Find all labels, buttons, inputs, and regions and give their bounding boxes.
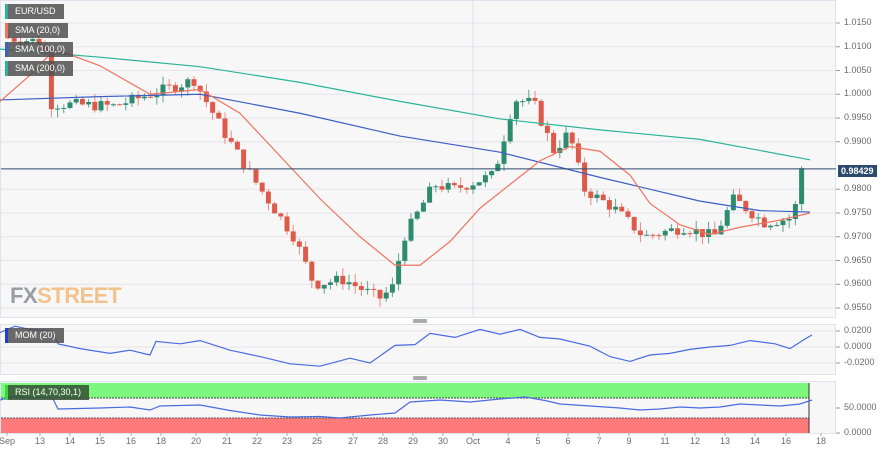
- time-label: 25: [311, 436, 323, 446]
- time-label: 23: [281, 436, 293, 446]
- time-label: 16: [125, 436, 137, 446]
- rsi-tick: 50.0000: [844, 402, 877, 412]
- time-label: 14: [64, 436, 76, 446]
- price-tick: 0.9550: [844, 302, 872, 312]
- momentum-tick: 0.0200: [844, 325, 872, 335]
- momentum-panel[interactable]: [0, 324, 836, 375]
- price-tick: 1.0100: [844, 40, 872, 51]
- legend-symbol[interactable]: EUR/USD: [5, 4, 64, 19]
- time-label: 18: [815, 436, 827, 446]
- momentum-tick: -0.0200: [844, 357, 875, 367]
- time-label: 14: [749, 436, 761, 446]
- time-label: 13: [34, 436, 46, 446]
- last-price-tag: 0.98429: [838, 165, 877, 177]
- time-label: 28: [377, 436, 389, 446]
- legend-sma200[interactable]: SMA (200,0): [5, 61, 74, 76]
- time-label: 18: [155, 436, 167, 446]
- time-label: 27: [347, 436, 359, 446]
- legend-sma100[interactable]: SMA (100,0): [5, 42, 74, 57]
- time-label: 29: [407, 436, 419, 446]
- time-label: 21: [221, 436, 233, 446]
- time-label: Oct: [465, 436, 481, 446]
- momentum-tick: 0.0000: [844, 341, 872, 351]
- time-label: Sep: [0, 436, 16, 446]
- time-label: 4: [505, 436, 511, 446]
- legend-momentum[interactable]: MOM (20): [5, 328, 64, 343]
- price-tick: 0.9800: [844, 183, 872, 194]
- price-tick: 1.0000: [844, 88, 872, 99]
- rsi-tick: 0.0000: [844, 427, 872, 437]
- price-tick: 0.9650: [844, 254, 872, 265]
- time-label: 30: [437, 436, 449, 446]
- price-tick: 0.9750: [844, 207, 872, 217]
- time-label: 13: [719, 436, 731, 446]
- price-tick: 0.9950: [844, 112, 872, 122]
- panel-resize-handle-1[interactable]: [413, 319, 427, 323]
- time-label: 15: [94, 436, 106, 446]
- time-label: 12: [689, 436, 701, 446]
- price-tick: 0.9900: [844, 135, 872, 146]
- time-label: 9: [626, 436, 632, 446]
- time-label: 20: [190, 436, 202, 446]
- price-tick: 1.0150: [844, 17, 872, 27]
- time-label: 16: [780, 436, 792, 446]
- legend-sma20[interactable]: SMA (20,0): [5, 23, 69, 38]
- time-label: 7: [596, 436, 602, 446]
- legend-rsi[interactable]: RSI (14,70,30,1): [5, 385, 90, 400]
- price-tick: 0.9600: [844, 278, 872, 289]
- fxstreet-logo: FXSTREET: [10, 283, 121, 308]
- price-tick: 1.0050: [844, 64, 872, 75]
- time-label: 6: [565, 436, 571, 446]
- time-label: 11: [660, 436, 670, 446]
- panel-resize-handle-2[interactable]: [413, 376, 427, 380]
- time-label: 5: [535, 436, 541, 446]
- price-tick: 0.9700: [844, 230, 872, 241]
- time-label: 22: [251, 436, 263, 446]
